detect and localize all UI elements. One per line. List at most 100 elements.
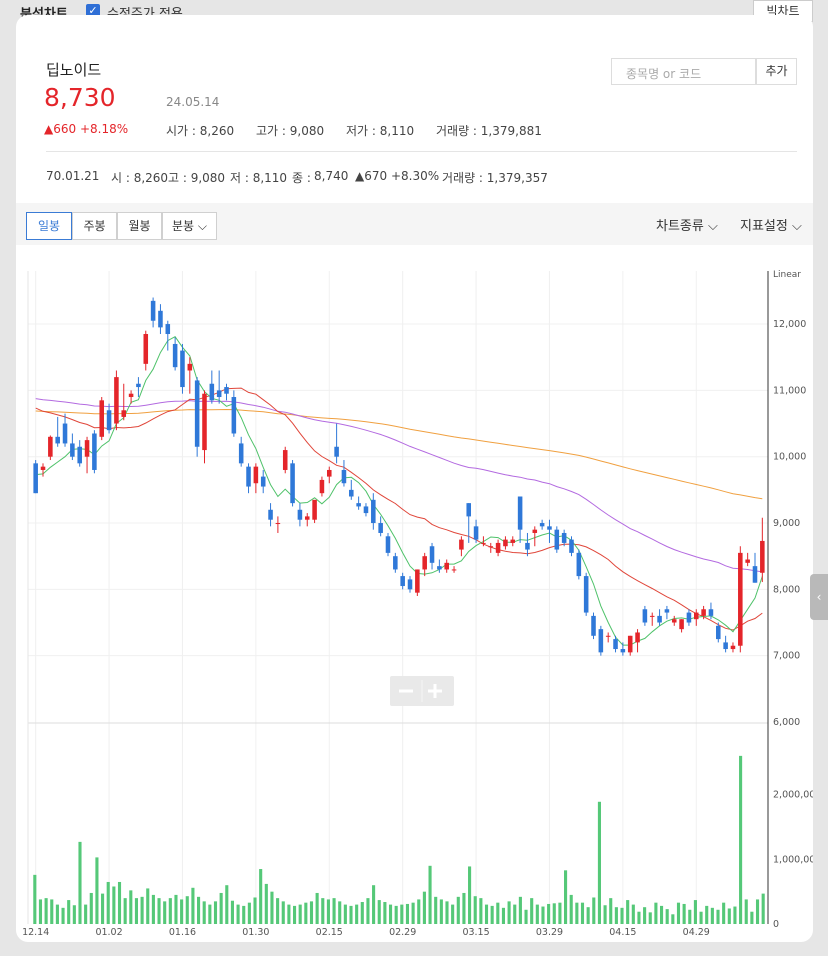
chart-type-dropdown[interactable]: 차트종류 ⌵ bbox=[656, 215, 718, 234]
high-price: 고가 : 9,080 bbox=[256, 124, 325, 138]
candle-body bbox=[62, 423, 68, 444]
candle-body bbox=[312, 499, 317, 520]
candle-body bbox=[202, 393, 207, 451]
candle-body bbox=[172, 343, 178, 368]
candle-body bbox=[730, 645, 736, 650]
current-price: 8,730 bbox=[44, 83, 116, 112]
volume-bar bbox=[101, 893, 105, 924]
volume-bar bbox=[439, 899, 443, 924]
candle-body bbox=[275, 523, 281, 525]
cursor-low: 저 : 8,110 bbox=[230, 171, 288, 185]
volume-bar bbox=[603, 905, 607, 924]
volume-bar bbox=[259, 869, 263, 924]
candle-body bbox=[473, 526, 479, 540]
candle-body bbox=[363, 506, 369, 514]
volume-bar bbox=[304, 902, 308, 924]
volume-bar bbox=[264, 883, 268, 924]
candle-body bbox=[121, 410, 127, 417]
candle-body bbox=[40, 466, 46, 470]
tab-monthly[interactable]: 월봉 bbox=[117, 212, 162, 240]
candle-body bbox=[664, 609, 670, 613]
candle-body bbox=[385, 536, 391, 553]
candle-body bbox=[268, 509, 273, 520]
volume-bar bbox=[292, 905, 297, 924]
candle-body bbox=[620, 649, 626, 653]
volume-bar bbox=[72, 905, 76, 924]
volume-bar bbox=[580, 902, 585, 924]
candle-body bbox=[598, 629, 604, 653]
volume-bar bbox=[513, 904, 517, 924]
volume-bar bbox=[592, 897, 596, 924]
candle-body bbox=[503, 539, 508, 547]
ma20-line bbox=[35, 387, 763, 631]
volume-bar bbox=[688, 909, 692, 924]
candle-body bbox=[55, 436, 60, 444]
volume-bar bbox=[637, 911, 641, 924]
volume-bar bbox=[338, 901, 342, 924]
volume-bar bbox=[372, 885, 376, 924]
volume-bar bbox=[78, 841, 82, 924]
volume-bar bbox=[191, 887, 195, 924]
chart-toolbar: 일봉 주봉 월봉 분봉 ⌵ 차트종류 ⌵ 지표설정 ⌵ bbox=[16, 203, 813, 245]
volume-bar bbox=[236, 904, 240, 924]
candle-body bbox=[400, 576, 405, 587]
stock-name: 딥노이드 bbox=[46, 61, 102, 79]
tab-daily[interactable]: 일봉 bbox=[26, 212, 72, 240]
volume-bar bbox=[197, 896, 201, 924]
candlestick-chart[interactable]: Linear 12,000 11,000 10,000 9,000 8,000 7,000 6… bbox=[16, 255, 813, 942]
indicator-settings-dropdown[interactable]: 지표설정 ⌵ bbox=[740, 215, 802, 234]
volume-bar bbox=[106, 881, 110, 924]
candle-body bbox=[649, 615, 655, 617]
candle-body bbox=[216, 390, 222, 398]
chevron-down-icon: ⌵ bbox=[703, 219, 718, 234]
stock-search-input[interactable]: 종목명 or 코드 bbox=[611, 58, 756, 85]
chart-area[interactable]: Linear 12,000 11,000 10,000 9,000 8,000 7,000 6… bbox=[16, 255, 813, 942]
y-tick-label: 12,000 bbox=[773, 319, 806, 330]
candle-body bbox=[708, 609, 714, 616]
volume-bar bbox=[129, 890, 133, 924]
divider bbox=[46, 151, 797, 152]
volume-bar bbox=[524, 909, 528, 924]
cursor-close: 8,740 bbox=[314, 169, 349, 183]
volume-bar bbox=[349, 905, 353, 924]
volume-bar bbox=[671, 914, 675, 924]
candle-body bbox=[187, 363, 193, 371]
cursor-volume: 거래량 : 1,379,357 bbox=[442, 171, 548, 185]
low-price: 저가 : 8,110 bbox=[346, 124, 415, 138]
x-tick-label: 03.29 bbox=[536, 927, 563, 938]
y-tick-label: 6,000 bbox=[773, 717, 800, 728]
adjusted-price-checkbox[interactable]: ✓ bbox=[86, 4, 100, 18]
volume-bar bbox=[230, 900, 234, 924]
volume-bar bbox=[761, 893, 765, 924]
indicator-settings-label: 지표설정 bbox=[740, 219, 788, 234]
volume-bar bbox=[315, 892, 319, 924]
candle-body bbox=[738, 552, 743, 646]
volume-bar bbox=[298, 904, 302, 924]
x-tick-label: 04.15 bbox=[609, 927, 636, 938]
chevron-down-icon: ⌵ bbox=[787, 219, 802, 234]
volume-bar bbox=[242, 905, 246, 924]
candle-body bbox=[525, 542, 530, 550]
candle-body bbox=[260, 476, 266, 487]
volume-bar bbox=[174, 894, 178, 924]
volume-bar bbox=[140, 896, 144, 924]
volume-bar bbox=[287, 904, 291, 924]
volume-bar bbox=[716, 909, 720, 924]
candle-body bbox=[282, 450, 288, 470]
candle-body bbox=[415, 569, 420, 593]
candle-body bbox=[422, 556, 427, 570]
candle-body bbox=[716, 625, 721, 640]
volume-bar bbox=[507, 901, 511, 924]
candle-body bbox=[701, 609, 706, 616]
x-tick-label: 02.15 bbox=[316, 927, 343, 938]
candle-body bbox=[106, 410, 112, 431]
volume-bar bbox=[202, 901, 206, 924]
side-collapse-tab[interactable]: ‹ bbox=[810, 574, 828, 620]
tab-weekly[interactable]: 주봉 bbox=[72, 212, 117, 240]
cursor-open: 시 : 8,260 bbox=[111, 171, 169, 185]
volume-bar bbox=[185, 896, 189, 924]
candle-body bbox=[77, 446, 82, 464]
volume-bar bbox=[597, 801, 601, 924]
add-stock-button[interactable]: 추가 bbox=[756, 58, 797, 85]
tab-minute[interactable]: 분봉 ⌵ bbox=[162, 212, 217, 240]
